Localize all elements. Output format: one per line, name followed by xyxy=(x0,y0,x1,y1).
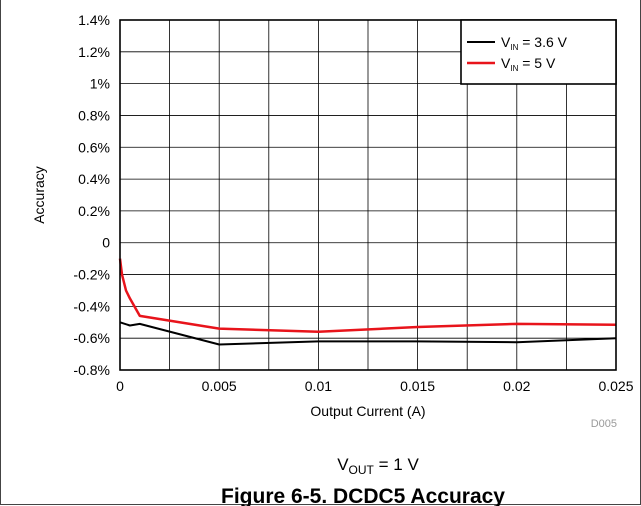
legend-label-vin-5v: VIN = 5 V xyxy=(501,55,556,73)
x-tick-label: 0.015 xyxy=(400,378,435,394)
y-tick-label: -0.4% xyxy=(73,298,110,314)
x-axis-title: Output Current (A) xyxy=(310,403,425,419)
y-tick-label: 1.4% xyxy=(78,12,110,28)
y-tick-labels: -0.8% -0.6% -0.4% -0.2% 0 0.2% 0.4% 0.6% 0.8% 1% 1… xyxy=(73,12,110,378)
y-tick-label: 1.2% xyxy=(78,44,110,60)
y-tick-label: 0.4% xyxy=(78,171,110,187)
x-tick-label: 0.01 xyxy=(305,378,332,394)
y-tick-label: -0.2% xyxy=(73,267,110,283)
series-line-0 xyxy=(119,321,617,346)
legend-label-vin-3v6: VIN = 3.6 V xyxy=(501,34,568,52)
test-condition: VOUT = 1 V xyxy=(337,455,419,477)
legend: VIN = 3.6 V VIN = 5 V xyxy=(460,19,617,85)
plot-border xyxy=(119,19,617,371)
x-tick-label: 0.02 xyxy=(503,378,530,394)
y-tick-label: 1% xyxy=(90,76,110,92)
x-tick-label: 0.005 xyxy=(202,378,237,394)
x-tick-label: 0 xyxy=(116,378,124,394)
figure-caption: Figure 6-5. DCDC5 Accuracy xyxy=(221,485,505,506)
y-tick-label: 0.8% xyxy=(78,107,110,123)
x-tick-labels: 0 0.005 0.01 0.015 0.02 0.025 xyxy=(116,378,634,394)
y-tick-label: 0.2% xyxy=(78,203,110,219)
legend-box xyxy=(460,19,617,85)
x-tick-label: 0.025 xyxy=(598,378,633,394)
figure-id: D005 xyxy=(591,418,617,430)
y-tick-label: 0 xyxy=(102,235,110,251)
series-layer xyxy=(118,258,617,346)
y-tick-label: -0.6% xyxy=(73,330,110,346)
y-axis-title: Accuracy xyxy=(31,166,47,224)
series-line-1 xyxy=(118,258,617,334)
y-tick-label: -0.8% xyxy=(73,362,110,378)
y-tick-label: 0.6% xyxy=(78,139,110,155)
